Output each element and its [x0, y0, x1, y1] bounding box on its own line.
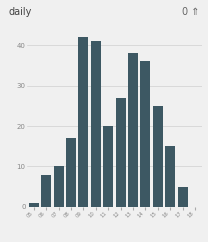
Bar [66, 138, 76, 207]
Bar [178, 187, 187, 207]
Bar [78, 37, 88, 207]
Bar [54, 166, 64, 207]
Bar [29, 203, 39, 207]
Bar [153, 106, 163, 207]
Bar [116, 98, 126, 207]
Text: 0 ⇑: 0 ⇑ [182, 7, 200, 17]
Bar [91, 41, 101, 207]
Bar [103, 126, 113, 207]
Bar [140, 61, 150, 207]
Bar [41, 174, 51, 207]
Bar [128, 53, 138, 207]
Text: daily: daily [8, 7, 32, 17]
Bar [165, 146, 175, 207]
